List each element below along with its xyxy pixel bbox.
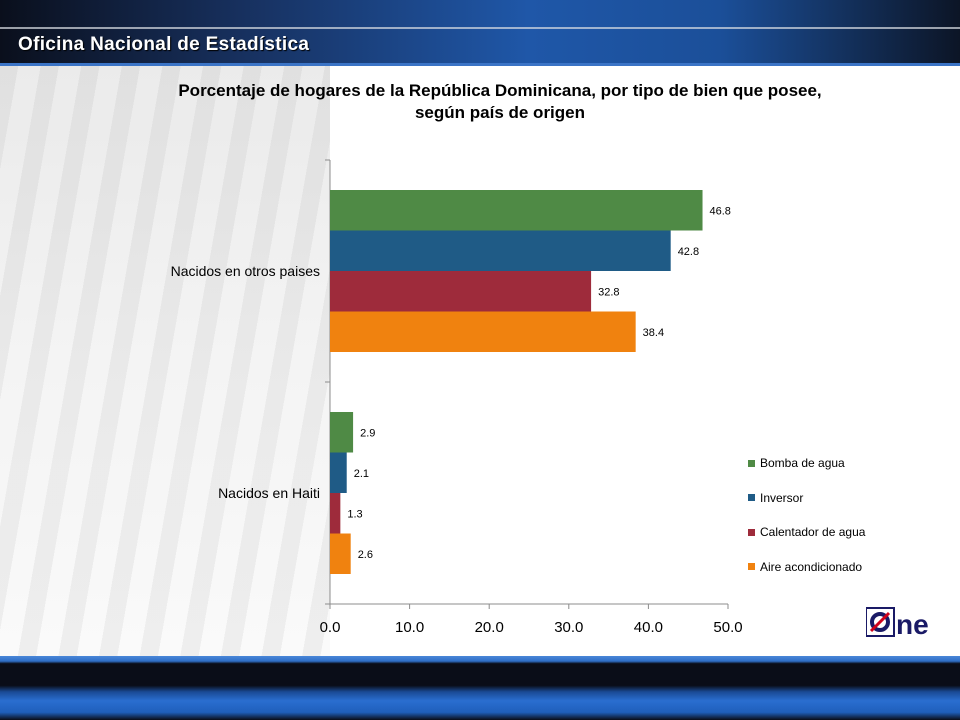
legend-item: Aire acondicionado xyxy=(748,550,938,585)
chart-title-line-1: Porcentaje de hogares de la República Do… xyxy=(178,81,822,100)
background-photo xyxy=(0,66,330,656)
bar xyxy=(330,230,671,271)
data-label: 32.8 xyxy=(598,286,619,298)
bar xyxy=(330,452,347,493)
bar xyxy=(330,533,351,574)
logo-o-letter xyxy=(870,612,890,632)
organization-title: Oficina Nacional de Estadística xyxy=(18,34,310,55)
legend-swatch xyxy=(748,459,755,467)
legend-swatch xyxy=(748,563,755,571)
footer-bar xyxy=(0,656,960,720)
x-tick-label: 30.0 xyxy=(554,619,583,636)
chart-legend: Bomba de agua Inversor Calentador de agua A… xyxy=(748,446,938,584)
bar xyxy=(330,493,341,534)
chart-title-line-2: según país de origen xyxy=(414,103,586,122)
data-label: 38.4 xyxy=(643,327,664,339)
data-label: 46.8 xyxy=(710,205,731,217)
legend-label: Inversor xyxy=(760,490,804,505)
legend-item: Bomba de agua xyxy=(748,446,938,481)
data-label: 2.6 xyxy=(358,549,373,561)
header-bar: Oficina Nacional de Estadística xyxy=(0,0,960,66)
x-tick-label: 10.0 xyxy=(395,619,424,636)
legend-label: Aire acondicionado xyxy=(760,559,863,574)
x-tick-label: 40.0 xyxy=(634,619,663,636)
bar xyxy=(330,412,354,453)
data-label: 42.8 xyxy=(678,246,699,258)
x-tick-label: 50.0 xyxy=(713,619,742,636)
legend-swatch xyxy=(748,528,755,536)
data-label: 1.3 xyxy=(347,508,362,520)
logo-red-stripe xyxy=(869,611,891,633)
legend-label: Bomba de agua xyxy=(760,456,845,471)
data-label: 2.9 xyxy=(360,427,375,439)
chart-title: Porcentaje de hogares de la República Do… xyxy=(60,80,940,124)
y-category-label: Nacidos en otros paises xyxy=(171,263,320,279)
one-logo: ne xyxy=(866,607,929,638)
legend-label: Calentador de agua xyxy=(760,525,866,540)
legend-item: Inversor xyxy=(748,481,938,516)
legend-swatch xyxy=(748,494,755,502)
bar xyxy=(330,190,703,231)
bar xyxy=(330,271,592,312)
x-tick-label: 0.0 xyxy=(320,619,341,636)
data-label: 2.1 xyxy=(354,468,369,480)
y-category-label: Nacidos en Haiti xyxy=(218,485,320,501)
logo-ne-letters: ne xyxy=(896,609,929,638)
bar xyxy=(330,311,636,352)
legend-item: Calentador de agua xyxy=(748,515,938,550)
x-tick-label: 20.0 xyxy=(475,619,504,636)
